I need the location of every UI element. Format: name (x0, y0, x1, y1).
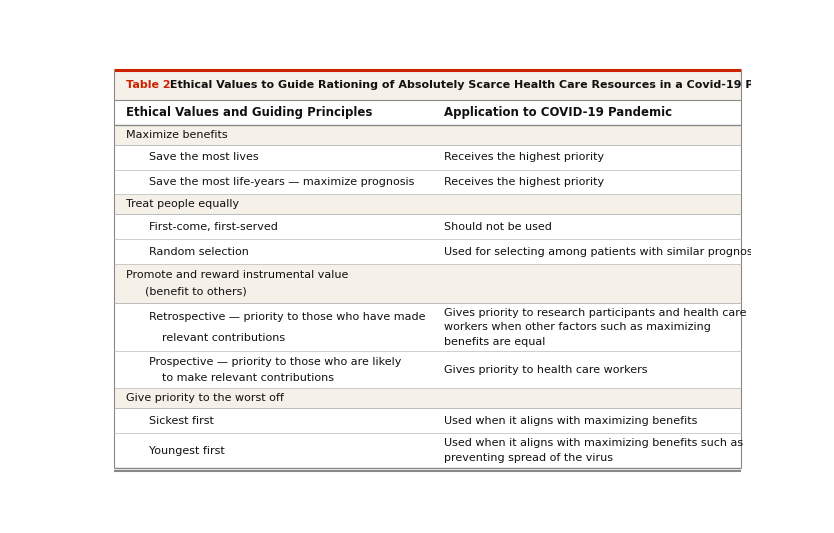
Text: Youngest first: Youngest first (149, 446, 225, 456)
Text: Random selection: Random selection (149, 247, 249, 256)
Text: Ethical Values to Guide Rationing of Absolutely Scarce Health Care Resources in : Ethical Values to Guide Rationing of Abs… (166, 80, 810, 90)
Text: Maximize benefits: Maximize benefits (126, 130, 227, 140)
Bar (114, 239, 741, 264)
Text: Promote and reward instrumental value: Promote and reward instrumental value (126, 270, 348, 280)
Text: Application to COVID-19 Pandemic: Application to COVID-19 Pandemic (444, 106, 671, 119)
Bar (114, 214, 741, 239)
Text: workers when other factors such as maximizing: workers when other factors such as maxim… (444, 322, 711, 332)
Text: Receives the highest priority: Receives the highest priority (444, 152, 604, 162)
Text: relevant contributions: relevant contributions (163, 333, 285, 343)
Text: preventing spread of the virus: preventing spread of the virus (444, 453, 613, 463)
Text: (benefit to others): (benefit to others) (145, 287, 247, 297)
Text: Gives priority to research participants and health care: Gives priority to research participants … (444, 308, 746, 318)
Bar (114, 408, 741, 433)
Text: Save the most lives: Save the most lives (149, 152, 259, 162)
Text: Used when it aligns with maximizing benefits: Used when it aligns with maximizing bene… (444, 416, 697, 425)
Text: Used when it aligns with maximizing benefits such as: Used when it aligns with maximizing bene… (444, 438, 743, 448)
Bar (114, 351, 741, 388)
Text: Save the most life-years — maximize prognosis: Save the most life-years — maximize prog… (149, 177, 414, 187)
Text: Gives priority to health care workers: Gives priority to health care workers (444, 365, 647, 375)
Text: Receives the highest priority: Receives the highest priority (444, 177, 604, 187)
Bar (114, 388, 741, 408)
Text: Used for selecting among patients with similar prognosis: Used for selecting among patients with s… (444, 247, 761, 256)
Bar (114, 70, 741, 100)
Text: Ethical Values and Guiding Principles: Ethical Values and Guiding Principles (126, 106, 372, 119)
Bar (114, 100, 741, 125)
Text: benefits are equal: benefits are equal (444, 337, 545, 346)
Text: Sickest first: Sickest first (149, 416, 214, 425)
Bar (114, 303, 741, 351)
Text: Prospective — priority to those who are likely: Prospective — priority to those who are … (149, 357, 402, 367)
Text: First-come, first-served: First-come, first-served (149, 222, 279, 232)
Bar (114, 195, 741, 214)
Bar (114, 264, 741, 303)
Text: Treat people equally: Treat people equally (126, 199, 239, 209)
Text: Table 2.: Table 2. (126, 80, 174, 90)
Text: Retrospective — priority to those who have made: Retrospective — priority to those who ha… (149, 312, 426, 322)
Bar (114, 169, 741, 195)
Bar (114, 144, 741, 169)
Text: Give priority to the worst off: Give priority to the worst off (126, 393, 284, 403)
Text: Should not be used: Should not be used (444, 222, 551, 232)
Bar (114, 433, 741, 468)
Text: to make relevant contributions: to make relevant contributions (163, 373, 334, 383)
Bar (114, 125, 741, 144)
